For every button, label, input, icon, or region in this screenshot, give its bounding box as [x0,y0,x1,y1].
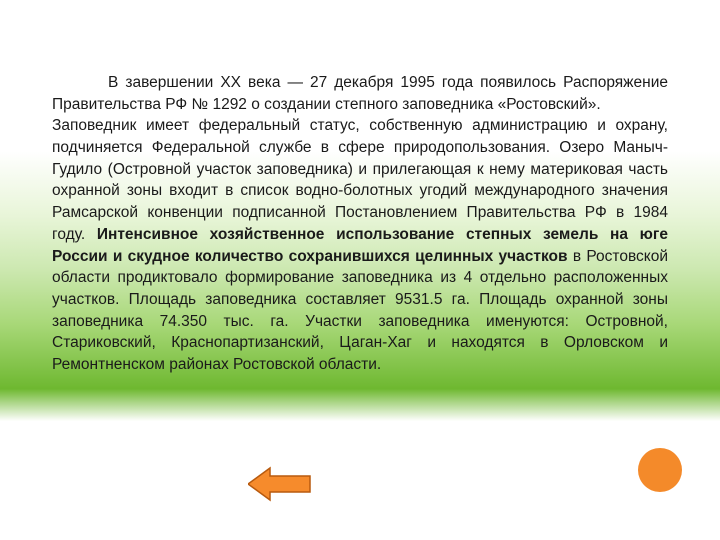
paragraph-2: Заповедник имеет федеральный статус, соб… [52,115,668,375]
back-arrow-button[interactable] [248,466,312,502]
decorative-circle [638,448,682,492]
p1-text: В завершении XX века — 27 декабря 1995 г… [52,74,668,113]
paragraph-1: В завершении XX века — 27 декабря 1995 г… [52,72,668,115]
arrow-left-icon [248,466,312,502]
p2-text-part1: Заповедник имеет федеральный статус, соб… [52,117,668,242]
p2-text-part2: в Ростовской области продиктовало формир… [52,248,668,373]
slide-text-content: В завершении XX века — 27 декабря 1995 г… [52,72,668,376]
